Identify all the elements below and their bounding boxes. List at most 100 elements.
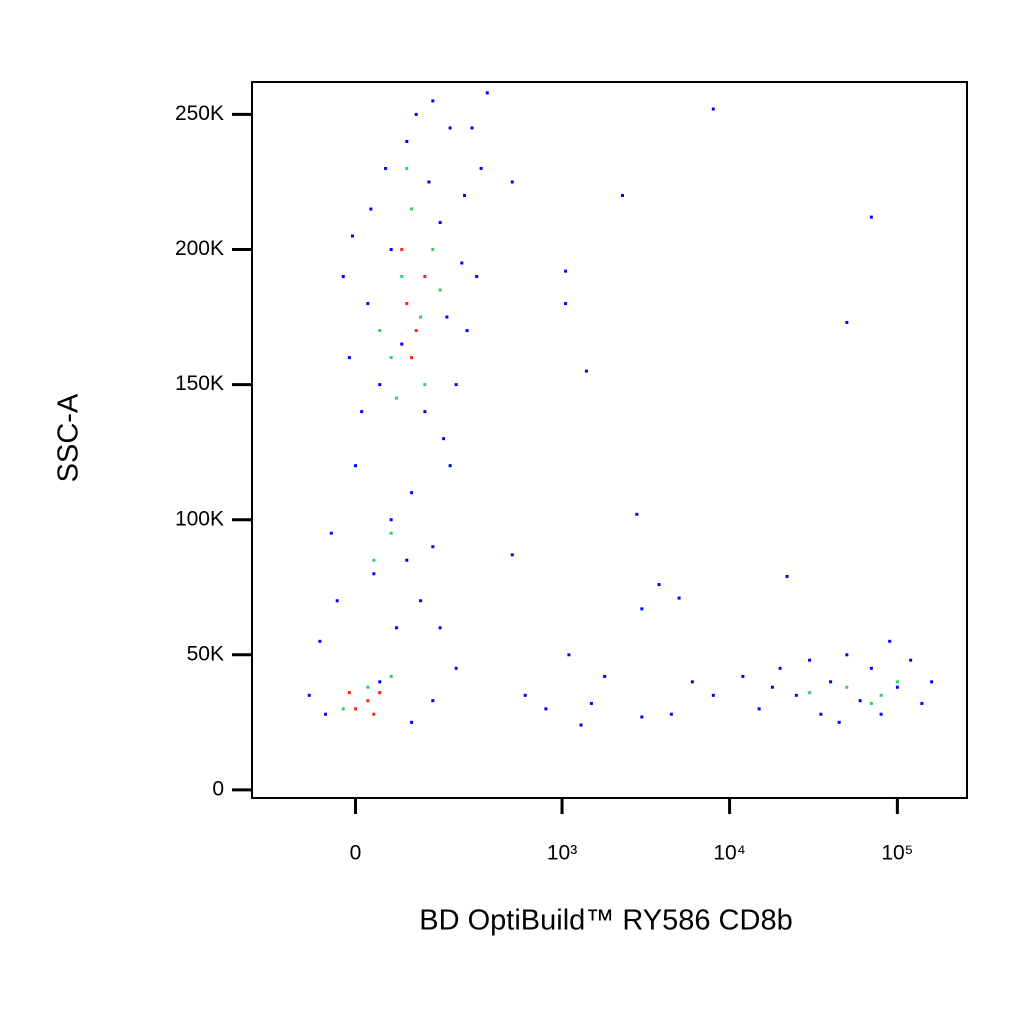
point <box>640 607 644 611</box>
point <box>485 91 489 95</box>
point <box>378 680 382 684</box>
point <box>567 653 571 657</box>
point <box>463 193 467 197</box>
point <box>354 464 358 468</box>
point <box>589 701 593 705</box>
plot-frame <box>251 81 968 799</box>
point <box>564 302 568 306</box>
point <box>510 553 514 557</box>
point <box>431 99 435 103</box>
point <box>384 166 388 170</box>
x-axis-title: BD OptiBuild™ RY586 CD8b <box>419 905 792 937</box>
x-tick-label: 0 <box>350 842 362 865</box>
point <box>366 685 370 689</box>
point <box>419 599 423 603</box>
point <box>405 139 409 143</box>
point <box>335 599 339 603</box>
point <box>465 329 469 333</box>
point <box>419 315 423 319</box>
point <box>378 329 382 333</box>
point <box>845 685 849 689</box>
point <box>369 207 373 211</box>
point <box>510 180 514 184</box>
point <box>770 685 774 689</box>
point <box>829 680 833 684</box>
point <box>414 112 418 116</box>
point <box>389 356 393 360</box>
point <box>845 653 849 657</box>
y-tick-label: 150K <box>175 372 224 395</box>
point <box>366 302 370 306</box>
point <box>431 248 435 252</box>
x-tick-label: 10³ <box>547 842 577 865</box>
point <box>372 558 376 562</box>
point <box>400 275 404 279</box>
point <box>378 691 382 695</box>
y-tick-label: 200K <box>175 237 224 260</box>
point <box>544 707 548 711</box>
y-tick-label: 250K <box>175 102 224 125</box>
point <box>360 410 364 414</box>
point <box>869 701 873 705</box>
point <box>410 720 414 724</box>
point <box>584 369 588 373</box>
point <box>445 315 449 319</box>
point <box>635 512 639 516</box>
point <box>427 180 431 184</box>
point <box>372 572 376 576</box>
point <box>354 707 358 711</box>
point <box>423 410 427 414</box>
point <box>329 531 333 535</box>
point <box>307 693 311 697</box>
point <box>431 545 435 549</box>
point <box>405 166 409 170</box>
point <box>442 437 446 441</box>
point <box>378 383 382 387</box>
point <box>819 712 823 716</box>
point <box>711 693 715 697</box>
point <box>347 691 351 695</box>
point <box>389 674 393 678</box>
point <box>669 712 673 716</box>
point <box>431 699 435 703</box>
point <box>341 275 345 279</box>
point <box>350 234 354 238</box>
x-tick-label: 10⁴ <box>713 842 745 865</box>
point <box>888 639 892 643</box>
point <box>405 558 409 562</box>
point <box>366 699 370 703</box>
point <box>621 193 625 197</box>
point <box>389 518 393 522</box>
point <box>410 491 414 495</box>
y-tick-label: 0 <box>212 777 224 800</box>
point <box>837 720 841 724</box>
point <box>640 715 644 719</box>
point <box>438 288 442 292</box>
point <box>395 396 399 400</box>
point <box>389 248 393 252</box>
point <box>808 658 812 662</box>
point <box>523 693 527 697</box>
point <box>778 666 782 670</box>
point <box>869 666 873 670</box>
point <box>347 356 351 360</box>
point <box>564 269 568 273</box>
point <box>324 712 328 716</box>
point <box>711 107 715 111</box>
point <box>414 329 418 333</box>
point <box>372 712 376 716</box>
point <box>741 674 745 678</box>
point <box>448 126 452 130</box>
point <box>460 261 464 265</box>
point <box>341 707 345 711</box>
point <box>389 531 393 535</box>
point <box>785 574 789 578</box>
point <box>869 215 873 219</box>
y-axis-title: SSC-A <box>53 393 85 482</box>
point <box>448 464 452 468</box>
point <box>438 626 442 630</box>
point <box>690 680 694 684</box>
point <box>410 356 414 360</box>
point <box>808 691 812 695</box>
